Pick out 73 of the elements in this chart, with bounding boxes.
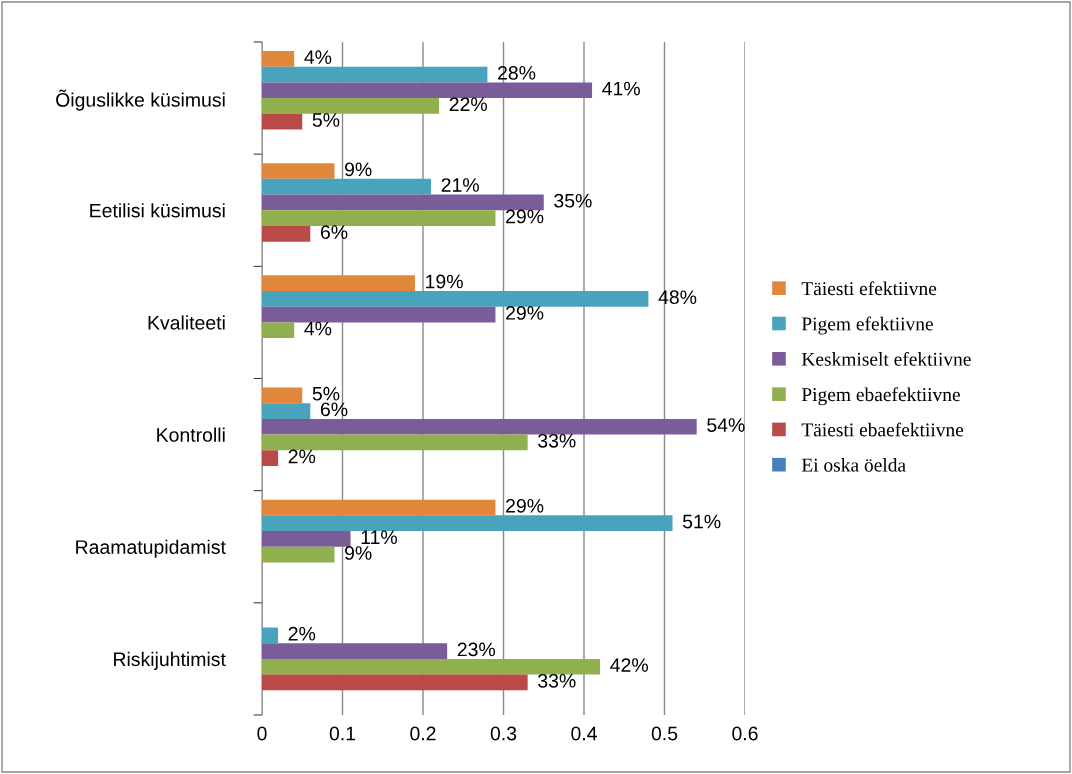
data-label: 54% [707,418,745,432]
bar [262,66,488,83]
bar [262,658,601,675]
bar [262,418,697,435]
y-tick-label: Kvaliteeti [148,315,225,330]
bar [262,113,303,130]
x-tick-label: 0.4 [571,726,597,741]
data-label: 19% [426,274,463,289]
data-label: 4% [304,321,332,336]
x-tick-label: 0.3 [490,726,517,741]
x-tick-label: 0.6 [732,726,758,741]
data-label: 33% [538,673,576,688]
bar [262,306,496,323]
legend-label: Pigem ebaefektiivne [801,387,960,406]
bar [262,387,303,404]
x-tick-label: 0.2 [410,726,436,741]
data-label: 29% [506,209,544,224]
data-label: 29% [506,306,544,320]
bar [262,515,673,532]
legend-label: Ei oska öelda [801,458,906,472]
bar [262,531,351,547]
data-label: 11% [361,530,397,545]
data-label: 9% [345,162,372,177]
data-label: 21% [441,178,479,192]
data-label: 35% [554,193,592,208]
legend-label: Täiesti efektiivne [801,281,937,296]
y-tick-label: Õiguslikke küsimusi [56,89,225,111]
data-label: 23% [457,642,496,657]
data-label: 5% [312,113,340,127]
data-label: 9% [345,546,372,560]
data-label: 4% [304,50,332,64]
bar [262,163,335,179]
data-label: 2% [288,449,316,464]
data-label: 48% [658,290,697,305]
data-label: 28% [498,65,536,80]
x-tick-label: 0 [257,726,267,741]
bar [262,499,496,516]
bar [262,210,496,226]
bar [262,627,279,644]
x-tick-label: 0.1 [329,726,356,741]
data-label: 6% [320,225,348,240]
y-tick-label: Riskijuhtimist [114,651,226,670]
bar [262,674,528,691]
legend-label: Keskmiselt efektiivne [801,351,971,366]
bar [262,546,335,563]
bar [262,194,544,211]
y-tick-label: Kontrolli [157,427,225,442]
bar [262,643,448,659]
bar [262,450,279,466]
bar [262,322,295,339]
bar [262,50,295,67]
data-label: 51% [682,514,721,529]
data-label: 33% [538,433,576,448]
data-label: 29% [506,498,544,513]
data-label: 6% [320,402,348,417]
x-tick-label: 0.5 [651,726,678,741]
bar [262,434,528,451]
data-label: 5% [312,386,340,401]
legend-label: Täiesti ebaefektiivne [801,422,964,437]
data-label: 2% [288,626,316,641]
bar [262,82,593,99]
data-label: 41% [602,81,640,96]
bar [262,225,311,242]
y-tick-label: Eetilisi küsimusi [90,203,225,218]
bar [262,98,440,114]
bar [262,178,432,195]
bar [262,275,415,292]
bar [262,403,311,419]
y-tick-label: Raamatupidamist [76,539,226,558]
data-label: 22% [449,97,487,112]
data-label: 42% [610,658,648,672]
legend-label: Pigem efektiivne [801,316,933,335]
bar [262,291,649,307]
